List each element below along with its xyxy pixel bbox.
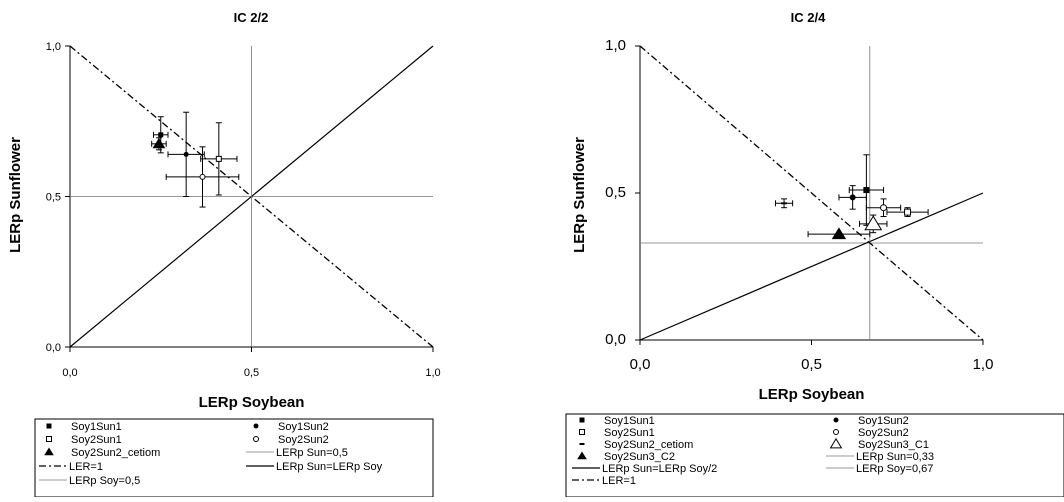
chart-title: IC 2/2 (234, 10, 269, 25)
legend-label: LERp Soy=0,67 (856, 463, 933, 475)
y-axis-label: LERp Sunflower (571, 137, 588, 253)
y-tick-label: 1,0 (605, 37, 626, 54)
legend-label: LERp Soy=0,5 (69, 475, 140, 487)
data-point (774, 198, 794, 209)
chart-title: IC 2/4 (791, 10, 826, 25)
legend-label: Soy1Sun2 (278, 421, 329, 433)
legend-label: Soy1Sun1 (604, 415, 655, 427)
legend-box (34, 418, 434, 498)
legend-label: Soy2Sun2_cetiom (71, 447, 160, 459)
legend-label: LERp Sun=LERp Soy (276, 461, 383, 473)
data-point (886, 207, 929, 218)
data-point (152, 116, 169, 154)
legend-label: Soy2Sun3_C1 (858, 439, 929, 451)
x-tick-label: 0,0 (630, 356, 651, 373)
data-point (859, 214, 888, 234)
reference-line (639, 192, 984, 341)
data-point (807, 227, 871, 240)
legend-box (565, 413, 1064, 498)
legend-label: LER=1 (69, 461, 103, 473)
legend-label: LER=1 (602, 475, 636, 487)
y-tick-label: 1,0 (46, 41, 61, 53)
legend-label: LERp Sun=0,33 (856, 451, 934, 463)
legend: Soy1Sun1 Soy1Sun2 Soy2Sun1 Soy2Sun2 Soy2Sun2… (565, 413, 1064, 498)
legend-label: Soy2Sun1 (71, 434, 122, 446)
x-tick-label: 1,0 (425, 367, 440, 379)
x-tick-label: 1,0 (973, 356, 994, 373)
chart-panel-1: IC 2/2 LERp Soybean LERp Sunflower 0,0 0,5 1,… (7, 10, 441, 498)
reference-line (639, 45, 984, 341)
legend-label: Soy1Sun2 (858, 415, 909, 427)
x-tick-label: 0,5 (801, 356, 822, 373)
data-point (167, 111, 205, 197)
x-axis-label: LERp Soybean (199, 394, 305, 411)
legend-label: Soy2Sun2_cetiom (604, 439, 693, 451)
legend-label: Soy2Sun2 (858, 427, 909, 439)
legend-label: Soy2Sun3_C2 (604, 451, 675, 463)
legend-label: Soy1Sun1 (71, 421, 122, 433)
y-tick-label: 0,0 (605, 331, 626, 348)
x-tick-label: 0,5 (244, 367, 259, 379)
legend-label: Soy2Sun2 (278, 434, 329, 446)
data-point (865, 198, 902, 218)
y-tick-label: 0,0 (46, 342, 61, 354)
chart-panel-2: IC 2/4 LERp Soybean LERp Sunflower 0,0 0,5 1,… (565, 10, 1064, 498)
legend-label: Soy2Sun1 (604, 427, 655, 439)
data-point (848, 154, 885, 226)
data-point (165, 146, 240, 208)
legend-label: LERp Sun=0,5 (276, 447, 348, 459)
x-axis-label: LERp Soybean (759, 386, 865, 403)
legend-label: LERp Sun=LERp Soy/2 (602, 463, 717, 475)
legend: Soy1Sun1 Soy1Sun2 Soy2Sun1 Soy2Sun2 Soy2Sun2… (34, 418, 434, 498)
data-point (151, 137, 167, 151)
y-axis-label: LERp Sunflower (7, 137, 24, 253)
data-point (838, 185, 867, 210)
y-tick-label: 0,5 (605, 184, 626, 201)
x-tick-label: 0,0 (62, 367, 77, 379)
data-point (200, 122, 238, 196)
y-tick-label: 0,5 (46, 192, 61, 204)
